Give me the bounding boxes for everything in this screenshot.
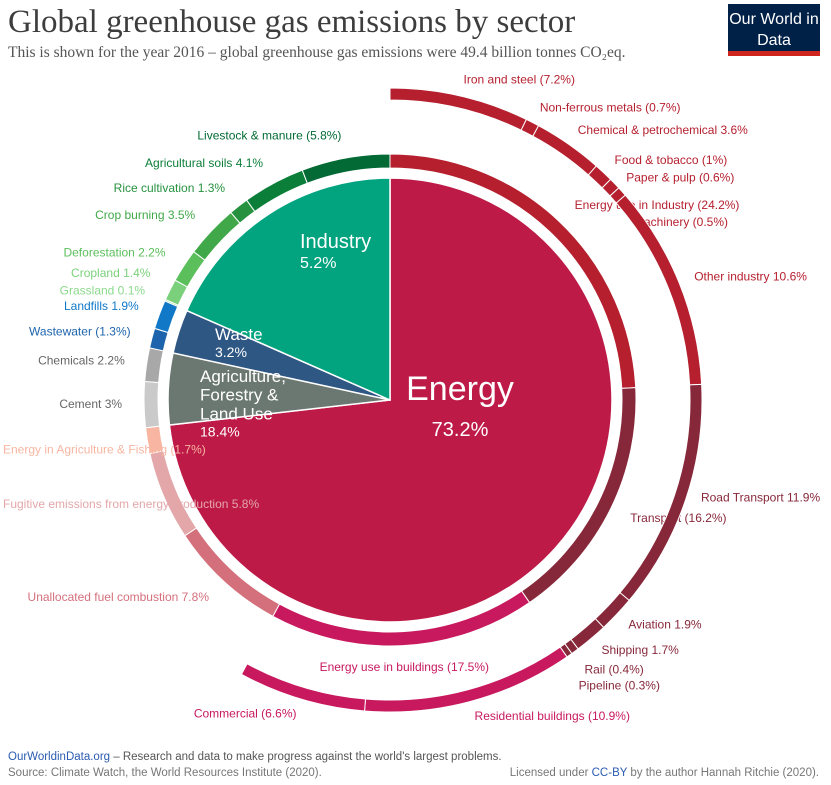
license-note: Licensed under CC-BY by the author Hanna… <box>510 767 819 779</box>
subsector-label-energy-in-agriculture-fishing: Energy in Agriculture & Fishing (1.7%) <box>3 443 206 457</box>
subsector-label-wastewater: Wastewater (1.3%) <box>29 325 131 339</box>
slice-pct-industry: 5.2% <box>300 255 336 272</box>
subsector-label-energy-use-in-industry: Energy use in Industry (24.2%) <box>575 198 740 212</box>
detail-label-shipping: Shipping 1.7% <box>601 643 679 657</box>
detail-label-chemical-petrochemical: Chemical & petrochemical 3.6% <box>578 123 748 137</box>
subsector-label-cropland: Cropland 1.4% <box>71 266 151 280</box>
license-pre: Licensed under <box>509 767 592 779</box>
detail-commercial <box>240 663 367 712</box>
subsector-label-energy-use-in-buildings: Energy use in buildings (17.5%) <box>320 660 489 674</box>
detail-label-machinery: Machinery (0.5%) <box>634 215 728 229</box>
subsector-landfills <box>154 300 179 334</box>
chart-title: Global greenhouse gas emissions by secto… <box>8 4 576 40</box>
detail-label-road-transport: Road Transport 11.9% <box>701 490 821 504</box>
subsector-label-chemicals: Chemicals 2.2% <box>38 354 125 368</box>
slice-pct-agriculture-forestry-land-use: 18.4% <box>200 423 240 439</box>
detail-label-other-industry: Other industry 10.6% <box>694 270 807 284</box>
detail-shipping <box>570 617 605 650</box>
source-note: Source: Climate Watch, the World Resourc… <box>8 767 322 779</box>
subsector-livestock-manure <box>301 153 391 184</box>
detail-label-iron-and-steel: Iron and steel (7.2%) <box>464 73 575 87</box>
slice-agriculture-forestry-land-use <box>185 177 391 402</box>
tagline-text: – Research and data to make progress aga… <box>110 751 502 763</box>
slice-label-agriculture-forestry-land-use: Agriculture, Forestry & Land Use <box>200 367 286 423</box>
chart-subtitle: This is shown for the year 2016 – global… <box>8 44 626 61</box>
slice-pct-waste: 3.2% <box>215 344 247 360</box>
detail-label-paper-pulp: Paper & pulp (0.6%) <box>626 171 734 185</box>
slice-label-waste: Waste <box>215 325 263 344</box>
license-link[interactable]: CC-BY <box>591 767 628 779</box>
subsector-label-landfills: Landfills 1.9% <box>64 299 139 313</box>
subsector-label-crop-burning: Crop burning 3.5% <box>95 208 195 222</box>
subsector-label-deforestation: Deforestation 2.2% <box>63 246 165 260</box>
subsector-label-grassland: Grassland 0.1% <box>60 283 146 297</box>
detail-label-commercial: Commercial (6.6%) <box>194 707 297 721</box>
detail-label-food-tobacco: Food & tobacco (1%) <box>615 153 728 167</box>
subsector-cement <box>143 380 161 429</box>
subsector-label-rice-cultivation: Rice cultivation 1.3% <box>114 181 226 195</box>
subsector-label-cement: Cement 3% <box>59 397 122 411</box>
slice-label-industry: Industry <box>300 231 371 253</box>
detail-iron-and-steel <box>389 87 528 131</box>
detail-residential-buildings <box>364 646 568 713</box>
owid-logo[interactable]: Our World in Data <box>728 4 820 56</box>
footer-tagline: OurWorldinData.org – Research and data t… <box>8 751 502 763</box>
detail-label-residential-buildings: Residential buildings (10.9%) <box>475 709 630 723</box>
detail-label-non-ferrous-metals: Non-ferrous metals (0.7%) <box>540 100 681 114</box>
detail-label-rail: Rail (0.4%) <box>584 662 643 676</box>
detail-label-pipeline: Pipeline (0.3%) <box>579 679 660 693</box>
site-link[interactable]: OurWorldinData.org <box>8 751 111 763</box>
detail-aviation <box>594 591 630 629</box>
license-post: by the author Hannah Ritchie (2020). <box>627 767 819 779</box>
subsector-label-unallocated-fuel-combustion: Unallocated fuel combustion 7.8% <box>28 590 210 604</box>
subsector-chemicals <box>144 347 164 384</box>
subsector-label-livestock-manure: Livestock & manure (5.8%) <box>197 129 341 143</box>
subsector-label-fugitive-emissions-from-energy-production: Fugitive emissions from energy productio… <box>3 497 259 511</box>
subsector-label-agricultural-soils: Agricultural soils 4.1% <box>145 156 263 170</box>
slice-pct-energy: 73.2% <box>432 419 489 441</box>
slice-label-energy: Energy <box>406 370 514 408</box>
detail-label-aviation: Aviation 1.9% <box>628 617 701 631</box>
